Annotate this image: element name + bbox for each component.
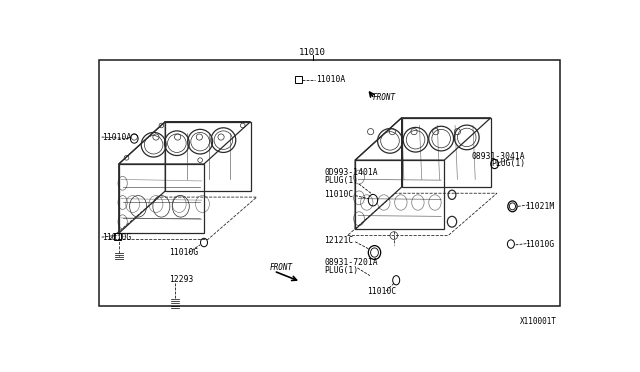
Text: 11021M: 11021M	[525, 202, 554, 211]
Text: 11010G: 11010G	[169, 248, 198, 257]
Text: PLUG(1): PLUG(1)	[324, 266, 358, 275]
Text: 12121C: 12121C	[324, 237, 353, 246]
Text: 12293: 12293	[169, 275, 193, 284]
Bar	[296, 76, 301, 83]
Text: PLUG(1): PLUG(1)	[492, 160, 525, 169]
Text: 11010: 11010	[299, 48, 326, 57]
Text: 11010C: 11010C	[367, 286, 396, 295]
Text: FRONT: FRONT	[270, 263, 293, 272]
Text: 11010A: 11010A	[316, 75, 346, 84]
Bar	[114, 232, 121, 240]
Bar	[99, 60, 560, 307]
Text: X110001T: X110001T	[520, 317, 557, 326]
Text: 11010G: 11010G	[102, 232, 131, 242]
Text: 08931-7201A: 08931-7201A	[324, 258, 378, 267]
Text: 0D993-1401A: 0D993-1401A	[324, 168, 378, 177]
Text: 08931-3041A: 08931-3041A	[472, 152, 525, 161]
Text: 11010C: 11010C	[324, 190, 353, 199]
Text: FRONT: FRONT	[373, 93, 396, 102]
Text: 11010G: 11010G	[525, 240, 554, 249]
Text: 11010A: 11010A	[102, 132, 131, 141]
Text: PLUG(1): PLUG(1)	[324, 176, 358, 185]
